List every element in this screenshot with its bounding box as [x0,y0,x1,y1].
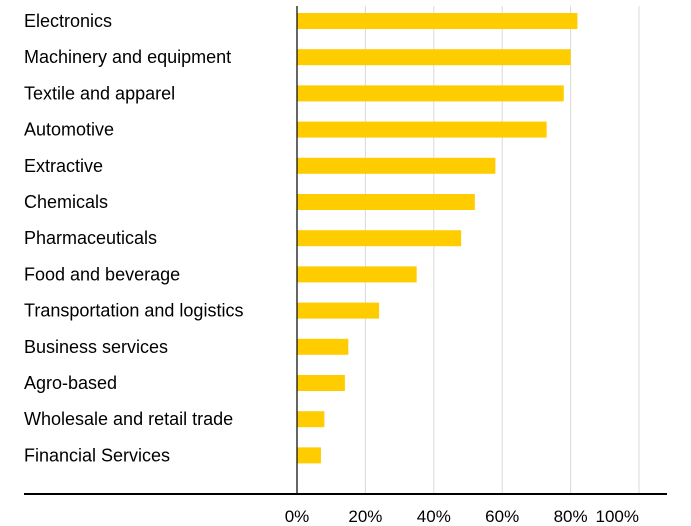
bar-11 [297,375,345,391]
category-label-2: Machinery and equipment [24,47,231,67]
category-label-4: Automotive [24,120,114,140]
bar-8 [297,266,417,283]
bar-10 [297,338,349,355]
bar-12 [297,411,325,428]
x-tick-labels: 0% 20% 40% 60% 80% 100% [285,507,639,526]
bar-13 [297,447,321,464]
category-label-8: Food and beverage [24,264,180,284]
bar-5 [297,157,496,174]
category-label-7: Pharmaceuticals [24,228,157,248]
category-label-3: Textile and apparel [24,83,175,103]
category-label-1: Electronics [24,11,112,31]
category-label-10: Business services [24,337,168,357]
bar-2 [297,49,571,66]
category-labels: Electronics Machinery and equipment Textil… [24,11,243,465]
x-tick-label-1: 20% [348,507,382,526]
x-tick-label-4: 80% [554,507,588,526]
axes [24,6,667,495]
category-label-6: Chemicals [24,192,108,212]
bar-1 [297,13,578,29]
category-label-5: Extractive [24,156,103,176]
category-label-9: Transportation and logistics [24,301,243,321]
grid-lines [364,6,640,494]
bar-3 [297,85,564,102]
category-label-11: Agro-based [24,373,117,393]
bars [297,13,578,464]
bar-4 [297,121,547,138]
bar-6 [297,194,475,210]
x-tick-label-5: 100% [596,507,639,526]
category-label-13: Financial Services [24,445,170,465]
x-tick-label-2: 40% [417,507,451,526]
bar-9 [297,302,380,319]
x-tick-label-3: 60% [485,507,519,526]
category-label-12: Wholesale and retail trade [24,409,233,429]
x-tick-label-0: 0% [285,507,310,526]
bar-7 [297,230,462,247]
